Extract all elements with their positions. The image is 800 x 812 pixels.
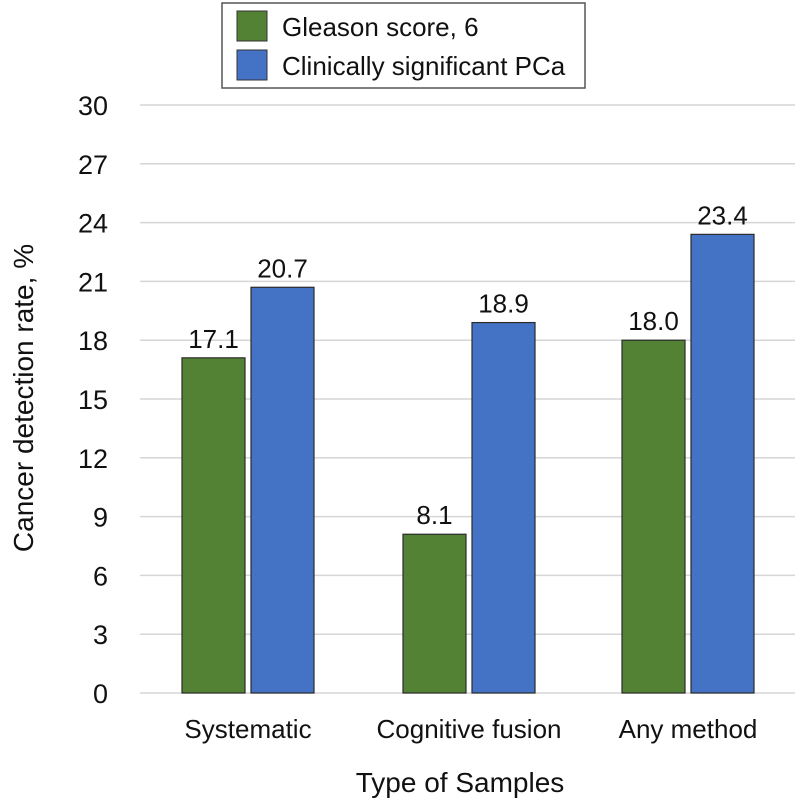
legend-swatch-clinically-significant	[236, 49, 268, 81]
data-label: 18.9	[478, 289, 529, 319]
data-label: 20.7	[257, 253, 308, 283]
data-label: 18.0	[628, 306, 679, 336]
data-labels: 17.1 20.7 8.1 18.9 18.0 23.4	[188, 200, 748, 530]
y-tick-label: 24	[78, 209, 108, 239]
legend-swatch-gleason	[236, 10, 268, 42]
legend-label-clinically-significant: Clinically significant PCa	[282, 51, 566, 81]
y-tick-label: 0	[93, 679, 108, 709]
y-tick-label: 3	[93, 620, 108, 650]
y-tick-label: 6	[93, 561, 108, 591]
y-tick-label: 21	[78, 267, 108, 297]
legend-label-gleason: Gleason score, 6	[282, 12, 479, 42]
bar-clinically-significant-2	[690, 233, 755, 694]
x-category-label: Systematic	[184, 714, 311, 744]
y-tick-label: 12	[78, 444, 108, 474]
gridlines	[140, 104, 795, 694]
legend: Gleason score, 6 Clinically significant …	[221, 2, 586, 89]
data-label: 17.1	[188, 324, 239, 354]
y-tick-label: 15	[78, 385, 108, 415]
x-axis-category-labels: Systematic Cognitive fusion Any method	[184, 714, 757, 744]
y-tick-label: 30	[78, 91, 108, 121]
y-tick-label: 27	[78, 150, 108, 180]
y-tick-label: 9	[93, 503, 108, 533]
bar-clinically-significant-0	[250, 286, 315, 694]
x-category-label: Any method	[619, 714, 758, 744]
bars	[181, 233, 755, 694]
data-label: 8.1	[416, 500, 452, 530]
legend-frame	[221, 2, 586, 89]
bar-gleason-0	[181, 357, 246, 694]
y-axis-title: Cancer detection rate, %	[8, 244, 39, 552]
x-category-label: Cognitive fusion	[377, 714, 562, 744]
bar-gleason-1	[402, 533, 467, 694]
y-axis-tick-labels: 0 3 6 9 12 15 18 21 24 27 30	[78, 91, 108, 709]
y-tick-label: 18	[78, 326, 108, 356]
data-label: 23.4	[697, 200, 748, 230]
bar-clinically-significant-1	[471, 321, 536, 694]
bar-gleason-2	[621, 339, 686, 694]
x-axis-title: Type of Samples	[356, 767, 565, 798]
